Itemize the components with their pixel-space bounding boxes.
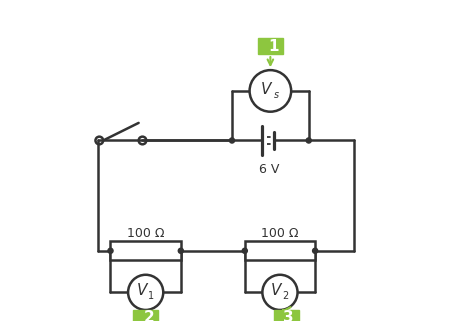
Text: 2: 2: [143, 310, 154, 325]
Circle shape: [108, 248, 113, 253]
Circle shape: [229, 138, 234, 143]
Circle shape: [306, 138, 311, 143]
Text: 2: 2: [282, 291, 288, 301]
Text: 3: 3: [282, 310, 293, 325]
Text: s: s: [273, 90, 278, 100]
Circle shape: [178, 248, 183, 253]
Text: V: V: [136, 283, 147, 298]
Circle shape: [249, 70, 290, 112]
Text: 100 Ω: 100 Ω: [127, 227, 164, 240]
Text: 6 V: 6 V: [258, 163, 278, 176]
Text: 1: 1: [147, 291, 154, 301]
Circle shape: [242, 248, 247, 253]
Bar: [244, 241, 314, 260]
Text: 100 Ω: 100 Ω: [261, 227, 298, 240]
Circle shape: [128, 275, 163, 310]
FancyBboxPatch shape: [132, 310, 158, 324]
FancyBboxPatch shape: [273, 310, 299, 324]
Text: V: V: [260, 82, 270, 97]
Text: 1: 1: [268, 39, 278, 54]
Circle shape: [262, 275, 297, 310]
Text: V: V: [270, 283, 281, 298]
FancyBboxPatch shape: [257, 38, 282, 54]
Bar: [110, 241, 181, 260]
Circle shape: [312, 248, 317, 253]
